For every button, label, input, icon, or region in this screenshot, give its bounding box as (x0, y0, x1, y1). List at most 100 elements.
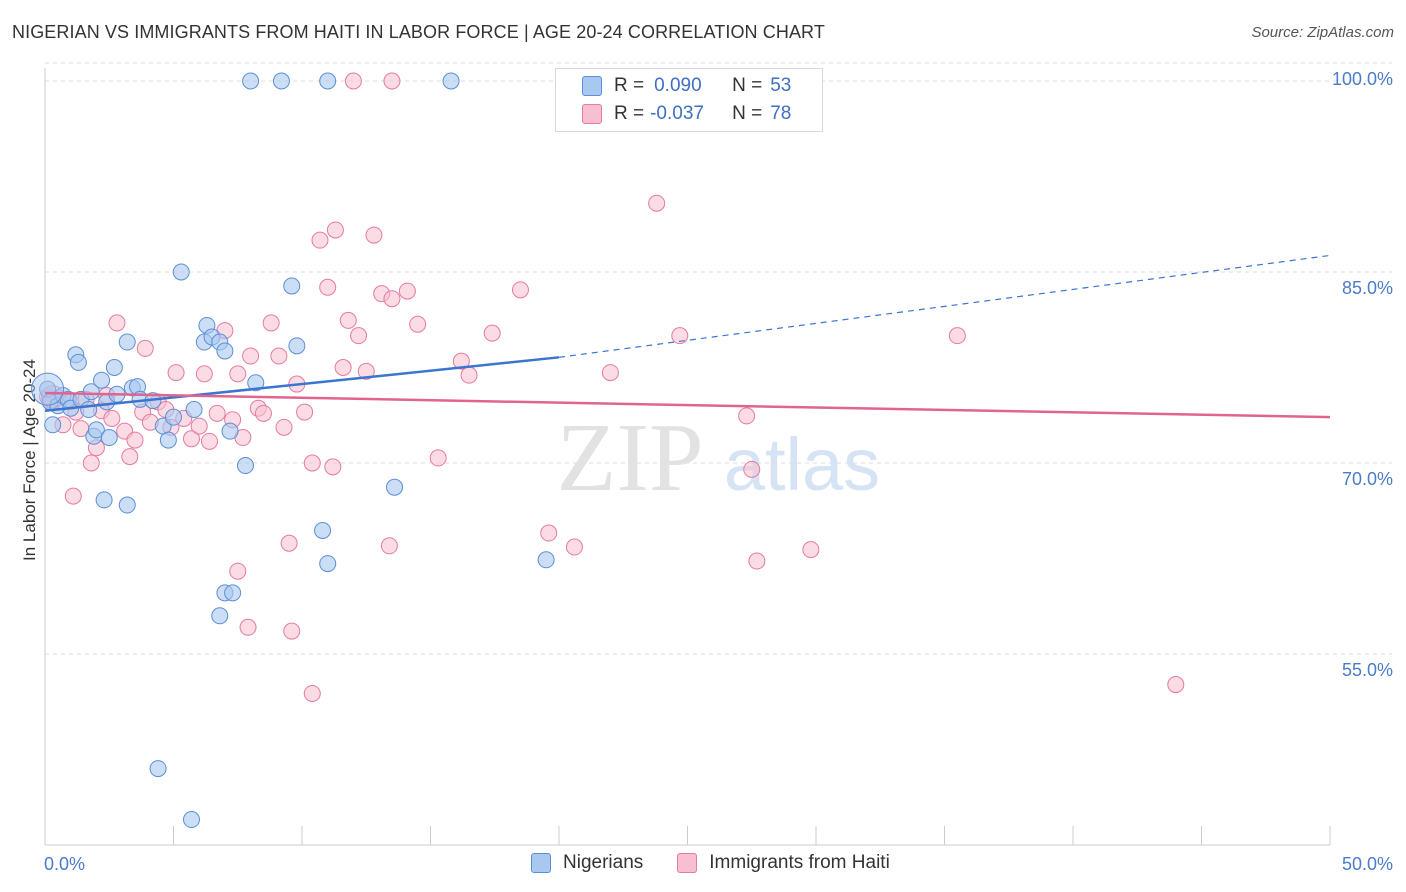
haiti-point (229, 365, 247, 383)
haiti-point (565, 538, 583, 556)
source-label: Source: ZipAtlas.com (1251, 24, 1394, 41)
trendline-nigerians-extension (558, 254, 1331, 358)
legend-row-haiti: R = -0.037 N = 78 (582, 101, 791, 127)
trendline-haiti (44, 391, 1331, 419)
nigerian-point (288, 337, 306, 355)
x-tick-label: 50.0% (1342, 854, 1393, 874)
haiti-point (303, 454, 321, 472)
nigerian-point (537, 551, 555, 569)
gridlines (45, 62, 1392, 655)
nigerian-point (182, 811, 200, 829)
nigerian-point (442, 72, 460, 90)
nigerian-point (100, 429, 118, 447)
haiti-point (190, 417, 208, 435)
nigerian-point (82, 383, 100, 401)
nigerian-point (236, 457, 254, 475)
legend-r-label: R = (614, 75, 645, 96)
haiti-point (452, 352, 470, 370)
haiti-point (283, 622, 301, 640)
nigerian-point (159, 431, 177, 449)
haiti-point (334, 359, 352, 376)
haiti-point (319, 278, 337, 296)
haiti-point (365, 226, 383, 244)
nigerian-point (216, 342, 234, 360)
haiti-point (948, 327, 966, 345)
haiti-point (275, 418, 293, 436)
legend-r-value: 0.090 (654, 75, 702, 96)
haiti-point (126, 431, 144, 449)
haiti-point (383, 290, 401, 308)
haiti-point (350, 327, 368, 345)
haiti-point (748, 552, 766, 570)
haiti-point (254, 404, 272, 422)
legend-label-haiti: Immigrants from Haiti (709, 852, 890, 873)
legend-n-label: N = (732, 75, 763, 96)
legend-label-nigerians: Nigerians (563, 852, 644, 873)
watermark-zip: ZIP (557, 404, 704, 512)
haiti-point (802, 541, 820, 559)
y-tick-label: 85.0% (1342, 278, 1393, 298)
haiti-point (270, 347, 288, 365)
nigerian-point (149, 760, 167, 778)
nigerian-point (247, 374, 265, 392)
legend-item-nigerians[interactable]: Nigerians (531, 852, 643, 874)
legend-item-haiti[interactable]: Immigrants from Haiti (677, 852, 890, 874)
haiti-point (383, 72, 401, 90)
legend-row-nigerians: R = 0.090 N = 53 (582, 73, 791, 99)
haiti-point (200, 432, 218, 450)
nigerian-point (221, 422, 239, 440)
nigerian-point (211, 607, 229, 625)
haiti-point (242, 347, 260, 365)
haiti-point (339, 311, 357, 329)
haiti-point (103, 409, 121, 427)
y-tick-label: 55.0% (1342, 660, 1393, 680)
legend-swatch-pink (677, 853, 698, 873)
haiti-point (208, 404, 226, 422)
nigerian-point (319, 72, 337, 90)
haiti-point (182, 430, 200, 448)
chart-title: NIGERIAN VS IMMIGRANTS FROM HAITI IN LAB… (12, 22, 825, 42)
nigerian-point (87, 421, 105, 439)
haiti-point (483, 324, 501, 342)
haiti-point (344, 72, 362, 90)
trendlines (44, 254, 1331, 419)
haiti-point (121, 448, 139, 466)
nigerian-point (172, 263, 190, 281)
legend-n-value: 78 (770, 103, 792, 124)
nigerian-point (44, 416, 62, 434)
nigerian-point (386, 478, 404, 496)
haiti-point (743, 460, 761, 478)
nigerian-point (185, 401, 203, 419)
haiti-point (601, 364, 619, 382)
haiti-point (108, 314, 126, 332)
haiti-point (671, 327, 689, 345)
haiti-point (324, 458, 342, 476)
haiti-point (460, 366, 478, 384)
series-haiti-points (39, 72, 1185, 702)
haiti-point (511, 281, 529, 299)
haiti-point (239, 618, 257, 636)
haiti-point (82, 454, 100, 472)
haiti-point (64, 487, 82, 505)
nigerian-point (224, 584, 242, 602)
haiti-point (167, 364, 185, 382)
haiti-point (296, 403, 314, 421)
nigerian-point (272, 72, 290, 90)
series-legend: Nigerians Immigrants from Haiti (531, 852, 924, 874)
haiti-point (280, 534, 298, 552)
haiti-point (398, 282, 416, 300)
haiti-point (303, 684, 321, 702)
haiti-point (429, 449, 447, 467)
nigerian-point-large (31, 372, 65, 406)
haiti-point (136, 339, 154, 357)
nigerian-point (93, 371, 111, 389)
legend-r-value: -0.037 (650, 103, 704, 124)
legend-swatch-blue (531, 853, 551, 873)
haiti-point (195, 365, 213, 383)
x-tick-label: 0.0% (44, 854, 85, 874)
nigerian-point (283, 277, 301, 295)
haiti-point (738, 407, 756, 425)
haiti-point (357, 362, 375, 380)
y-tick-label: 100.0% (1332, 69, 1393, 89)
axes (44, 68, 1331, 846)
